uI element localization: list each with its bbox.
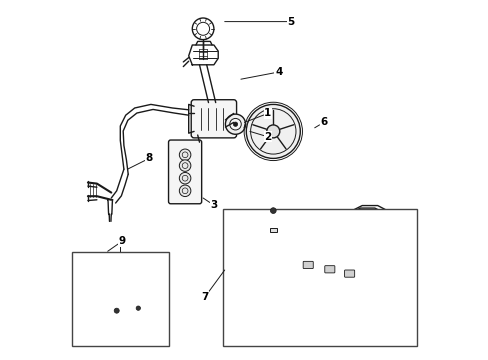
Circle shape (233, 122, 237, 126)
Text: 2: 2 (249, 131, 271, 142)
Circle shape (225, 114, 245, 134)
Text: 8: 8 (127, 153, 152, 169)
Bar (269, 228, 276, 232)
FancyBboxPatch shape (168, 140, 201, 204)
Circle shape (270, 208, 276, 213)
Circle shape (266, 125, 279, 138)
Text: 6: 6 (314, 117, 326, 128)
FancyBboxPatch shape (191, 100, 236, 138)
Circle shape (179, 185, 190, 197)
FancyBboxPatch shape (344, 270, 354, 277)
Text: 5: 5 (224, 17, 294, 27)
FancyBboxPatch shape (324, 266, 334, 273)
Text: 1: 1 (244, 108, 271, 122)
Text: 7: 7 (201, 270, 224, 302)
Text: 4: 4 (241, 67, 282, 79)
Text: 3: 3 (203, 198, 217, 210)
Circle shape (246, 104, 300, 158)
Bar (223, 209, 416, 346)
Circle shape (136, 306, 140, 310)
Bar (72, 252, 168, 346)
Text: 9: 9 (107, 236, 125, 251)
Circle shape (179, 149, 190, 161)
FancyBboxPatch shape (303, 261, 313, 269)
Circle shape (179, 172, 190, 184)
Circle shape (179, 160, 190, 171)
Circle shape (114, 308, 119, 313)
Circle shape (229, 118, 241, 130)
